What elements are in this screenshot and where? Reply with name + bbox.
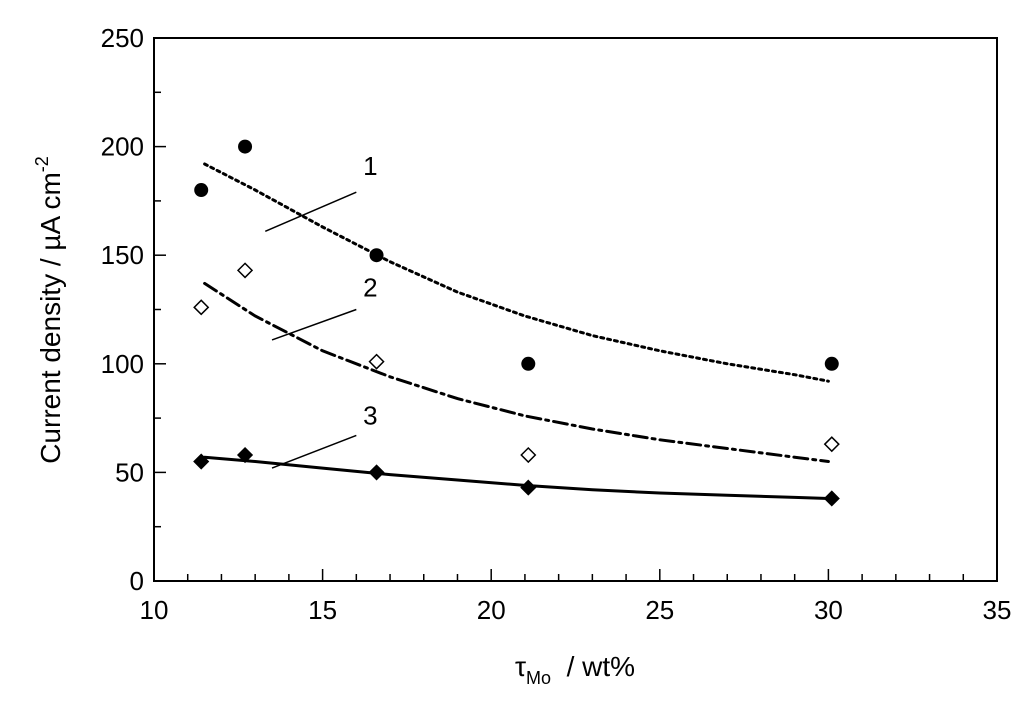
x-tick-label: 25 bbox=[645, 595, 674, 625]
data-point-series-3 bbox=[236, 446, 254, 464]
x-axis-title-unit: / wt% bbox=[551, 651, 635, 682]
x-axis-title-subscript: Mo bbox=[526, 668, 551, 688]
data-point-series-2 bbox=[368, 353, 385, 370]
annotation-label-2: 2 bbox=[363, 272, 377, 302]
x-axis-title: τMo / wt% bbox=[515, 651, 635, 688]
annotation-leader-1 bbox=[264, 191, 357, 232]
x-tick-label: 30 bbox=[814, 595, 843, 625]
plot-frame bbox=[153, 37, 998, 582]
y-tick-label: 100 bbox=[101, 349, 144, 379]
data-point-series-2 bbox=[193, 299, 210, 316]
annotation-leader-3 bbox=[271, 434, 357, 469]
x-tick-label: 35 bbox=[983, 595, 1012, 625]
fit-curve-series-1 bbox=[203, 162, 830, 383]
y-tick-label: 250 bbox=[101, 23, 144, 53]
y-tick-label: 0 bbox=[130, 566, 144, 596]
data-point-series-1 bbox=[824, 356, 839, 371]
tick-marks bbox=[153, 37, 998, 582]
y-axis-title-superscript: -2 bbox=[32, 156, 52, 172]
curve-annotations: 1 2 3 bbox=[264, 151, 378, 469]
data-point-series-2 bbox=[236, 262, 254, 279]
y-tick-labels: 0 50 100 150 200 250 bbox=[101, 23, 144, 596]
data-point-series-2 bbox=[823, 436, 840, 453]
data-point-series-1 bbox=[238, 139, 253, 154]
x-tick-labels: 10 15 20 25 30 35 bbox=[140, 595, 1012, 625]
data-markers bbox=[193, 139, 840, 507]
annotation-label-1: 1 bbox=[363, 151, 377, 181]
x-tick-label: 10 bbox=[140, 595, 169, 625]
data-point-series-3 bbox=[368, 464, 385, 481]
data-point-series-3 bbox=[520, 479, 537, 496]
x-tick-label: 20 bbox=[477, 595, 506, 625]
y-axis-title: Current density / µA cm-2 bbox=[32, 156, 66, 464]
y-tick-label: 50 bbox=[115, 457, 144, 487]
y-axis-title-main: Current density / µA cm bbox=[35, 172, 66, 464]
y-tick-label: 200 bbox=[101, 132, 144, 162]
x-tick-label: 15 bbox=[308, 595, 337, 625]
data-point-series-2 bbox=[520, 446, 537, 464]
fit-curve-series-3 bbox=[203, 455, 830, 500]
y-tick-label: 150 bbox=[101, 240, 144, 270]
annotation-leader-2 bbox=[271, 308, 357, 341]
data-point-series-1 bbox=[521, 356, 536, 371]
data-point-series-3 bbox=[823, 490, 840, 507]
x-axis-title-symbol: τ bbox=[515, 651, 526, 682]
data-point-series-1 bbox=[194, 183, 209, 198]
plot-area: 1 2 3 bbox=[153, 37, 998, 582]
data-point-series-3 bbox=[193, 453, 210, 470]
annotation-label-3: 3 bbox=[363, 401, 377, 431]
fit-curve-series-2 bbox=[203, 281, 830, 463]
data-point-series-1 bbox=[369, 248, 384, 263]
